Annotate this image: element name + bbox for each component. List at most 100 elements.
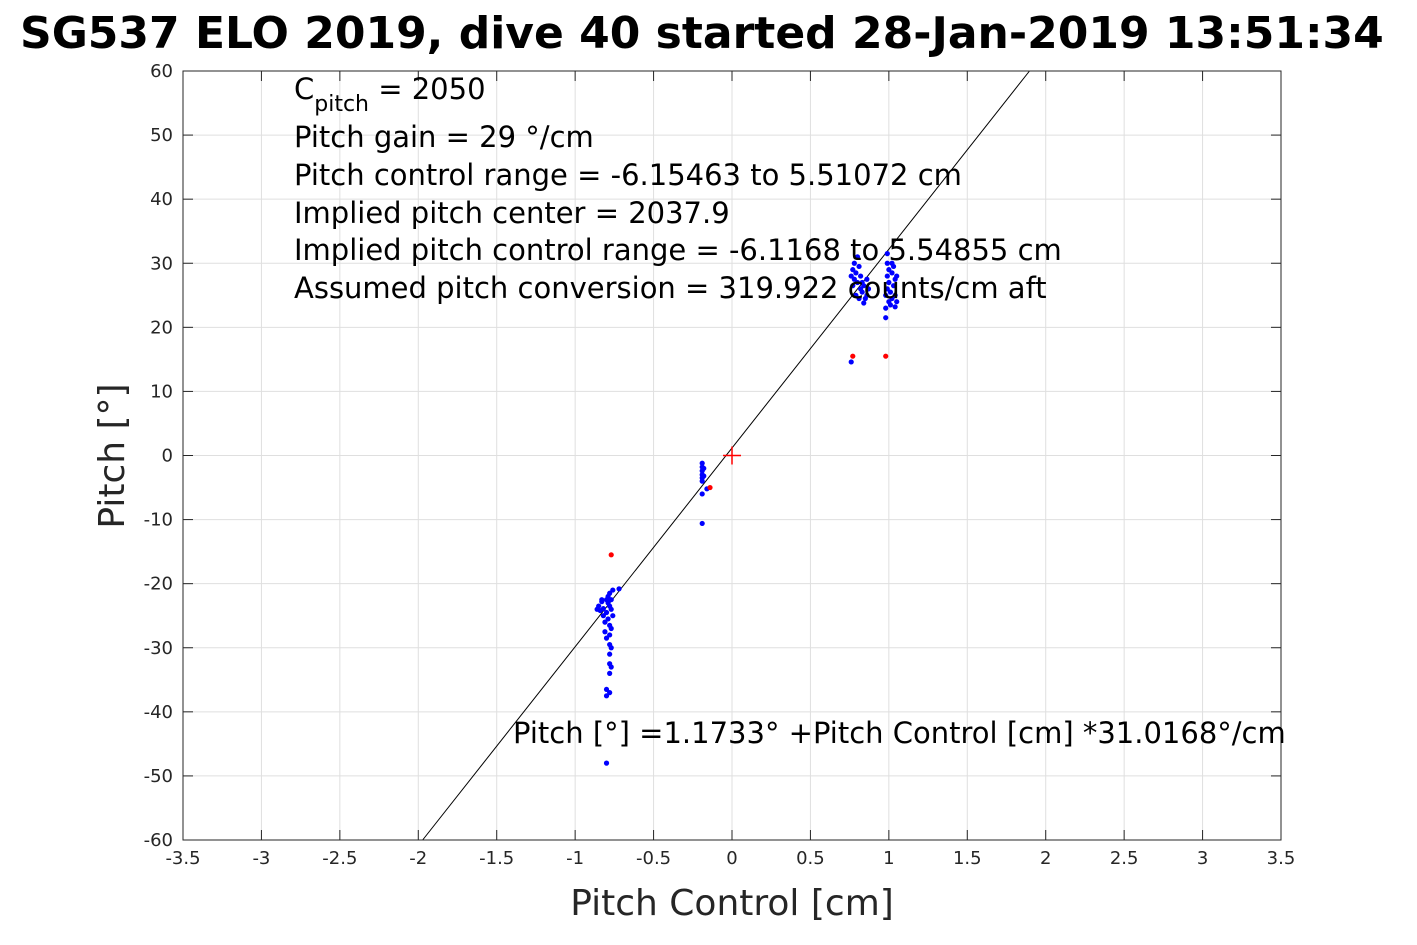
y-tick-label: -20 xyxy=(144,574,173,595)
y-tick-label: -30 xyxy=(144,638,173,659)
data-point xyxy=(890,283,897,289)
y-tick-label: 0 xyxy=(162,446,173,467)
y-tick-label: 60 xyxy=(150,61,173,82)
data-point xyxy=(707,484,713,491)
pitch-gain-text: Pitch gain = 29 °/cm xyxy=(294,120,594,154)
data-point xyxy=(608,552,614,558)
data-point xyxy=(599,597,605,603)
data-point xyxy=(701,473,707,479)
data-point xyxy=(850,353,856,359)
data-point xyxy=(602,629,608,635)
x-tick-label: 0.5 xyxy=(796,848,825,869)
y-tick-label: 30 xyxy=(150,253,173,274)
data-point xyxy=(884,260,890,266)
data-point xyxy=(616,586,622,592)
x-tick-label: -3 xyxy=(252,848,270,869)
y-axis-ticks: -60 -50 -40 -30 -20 -10 0 10 20 30 40 50 60 xyxy=(144,61,1281,851)
y-tick-label: 20 xyxy=(150,317,173,338)
data-point xyxy=(853,292,859,298)
data-point xyxy=(605,616,611,622)
data-point xyxy=(883,315,889,321)
x-tick-label: -2.5 xyxy=(322,848,357,869)
x-tick-label: 1.5 xyxy=(953,848,982,869)
data-point xyxy=(883,353,889,359)
data-point xyxy=(699,478,705,484)
c-pitch-main: C xyxy=(294,72,314,106)
data-point xyxy=(607,590,613,596)
data-point xyxy=(603,609,610,616)
y-tick-label: -50 xyxy=(144,766,173,787)
data-point xyxy=(889,270,895,276)
y-tick-label: 50 xyxy=(150,125,173,146)
data-point xyxy=(603,635,610,641)
x-tick-label: 2.5 xyxy=(1110,848,1139,869)
data-point xyxy=(608,645,614,651)
data-point xyxy=(851,260,857,266)
x-tick-label: -1 xyxy=(566,848,584,869)
y-tick-label: -40 xyxy=(144,702,173,723)
data-point xyxy=(892,292,898,298)
data-point xyxy=(892,304,898,310)
implied-pitch-control-range-text: Implied pitch control range = -6.1168 to… xyxy=(294,233,1062,267)
y-tick-label: -60 xyxy=(144,830,173,851)
data-point xyxy=(894,273,900,279)
data-point xyxy=(887,302,894,308)
data-point xyxy=(848,359,854,365)
data-point xyxy=(851,276,857,282)
x-tick-label: 2 xyxy=(1040,848,1051,869)
y-axis-label: Pitch [°] xyxy=(92,383,133,528)
data-point xyxy=(864,276,870,282)
data-point xyxy=(608,625,614,632)
data-point xyxy=(848,273,854,279)
data-point xyxy=(602,619,608,625)
data-point xyxy=(600,613,606,619)
data-point xyxy=(861,300,867,306)
x-tick-label: -1.5 xyxy=(479,848,514,869)
data-point xyxy=(607,690,613,696)
data-point xyxy=(887,289,894,295)
data-point xyxy=(600,606,606,612)
data-point xyxy=(610,587,616,593)
data-point xyxy=(850,283,856,289)
data-point xyxy=(858,273,864,279)
data-point xyxy=(607,632,613,638)
data-point xyxy=(859,289,865,295)
data-point xyxy=(699,520,705,527)
x-axis-ticks: -3.5 -3 -2.5 -2 -1.5 -1 -0.5 0 0.5 1 1.5 2 2.5 3 3.5 xyxy=(165,71,1295,869)
data-point xyxy=(603,693,610,699)
data-point xyxy=(610,613,616,619)
assumed-pitch-conversion-text: Assumed pitch conversion = 319.922 count… xyxy=(294,271,1047,305)
x-tick-label: 3 xyxy=(1197,848,1208,869)
data-point xyxy=(883,292,889,298)
data-point xyxy=(701,465,707,471)
x-tick-label: -2 xyxy=(409,848,427,869)
data-point xyxy=(594,606,600,612)
data-point xyxy=(856,263,862,270)
x-tick-label: 0 xyxy=(726,848,737,869)
x-tick-label: -3.5 xyxy=(165,848,200,869)
data-point xyxy=(854,279,861,286)
data-point xyxy=(889,260,895,266)
pitch-control-range-text: Pitch control range = -6.15463 to 5.5107… xyxy=(294,158,962,192)
c-pitch-annotation: Cpitch = 2050 xyxy=(294,72,486,117)
data-points xyxy=(594,251,900,766)
data-point xyxy=(861,283,867,289)
data-point xyxy=(884,251,890,257)
fit-equation-text: Pitch [°] =1.1733° +Pitch Control [cm] *… xyxy=(513,716,1286,750)
data-point xyxy=(603,760,610,766)
data-point xyxy=(608,597,614,603)
data-point xyxy=(889,295,895,302)
data-point xyxy=(699,491,705,497)
x-tick-label: -0.5 xyxy=(636,848,671,869)
c-pitch-subscript: pitch xyxy=(314,92,369,117)
data-point xyxy=(699,460,705,466)
y-tick-label: 40 xyxy=(150,189,173,210)
data-point xyxy=(865,286,872,292)
data-point xyxy=(608,664,614,670)
data-point xyxy=(864,292,870,298)
data-point xyxy=(856,295,862,302)
implied-pitch-center-text: Implied pitch center = 2037.9 xyxy=(294,196,730,230)
y-tick-label: -10 xyxy=(144,510,173,531)
x-tick-label: 3.5 xyxy=(1267,848,1296,869)
